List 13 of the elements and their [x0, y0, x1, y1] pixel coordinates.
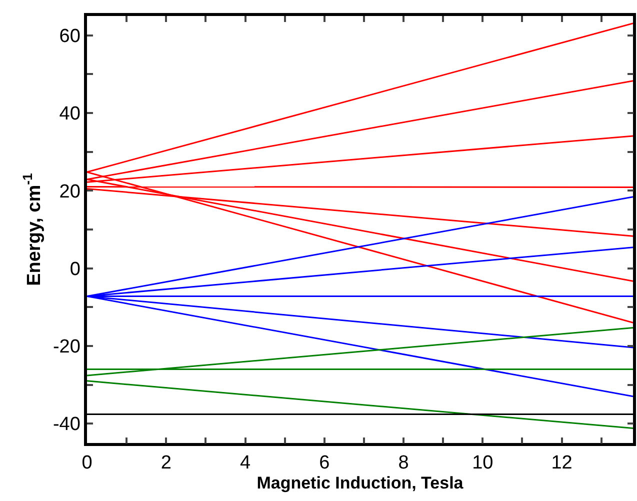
y-tick-label: -20 [52, 336, 80, 358]
y-tick-label: 60 [59, 26, 80, 48]
x-axis-title: Magnetic Induction, Tesla [256, 474, 464, 493]
x-tick-label: 6 [319, 452, 330, 474]
y-tick-label: -40 [52, 414, 80, 436]
x-tick-label: 4 [240, 452, 251, 474]
y-tick-label: 0 [70, 258, 80, 280]
x-tick-label: 2 [160, 452, 172, 474]
x-tick-label: 10 [472, 452, 494, 474]
x-tick-label: 12 [551, 452, 572, 474]
x-tick-label: 8 [398, 452, 409, 474]
y-tick-label: 20 [59, 181, 80, 202]
y-tick-label: 40 [59, 104, 80, 125]
